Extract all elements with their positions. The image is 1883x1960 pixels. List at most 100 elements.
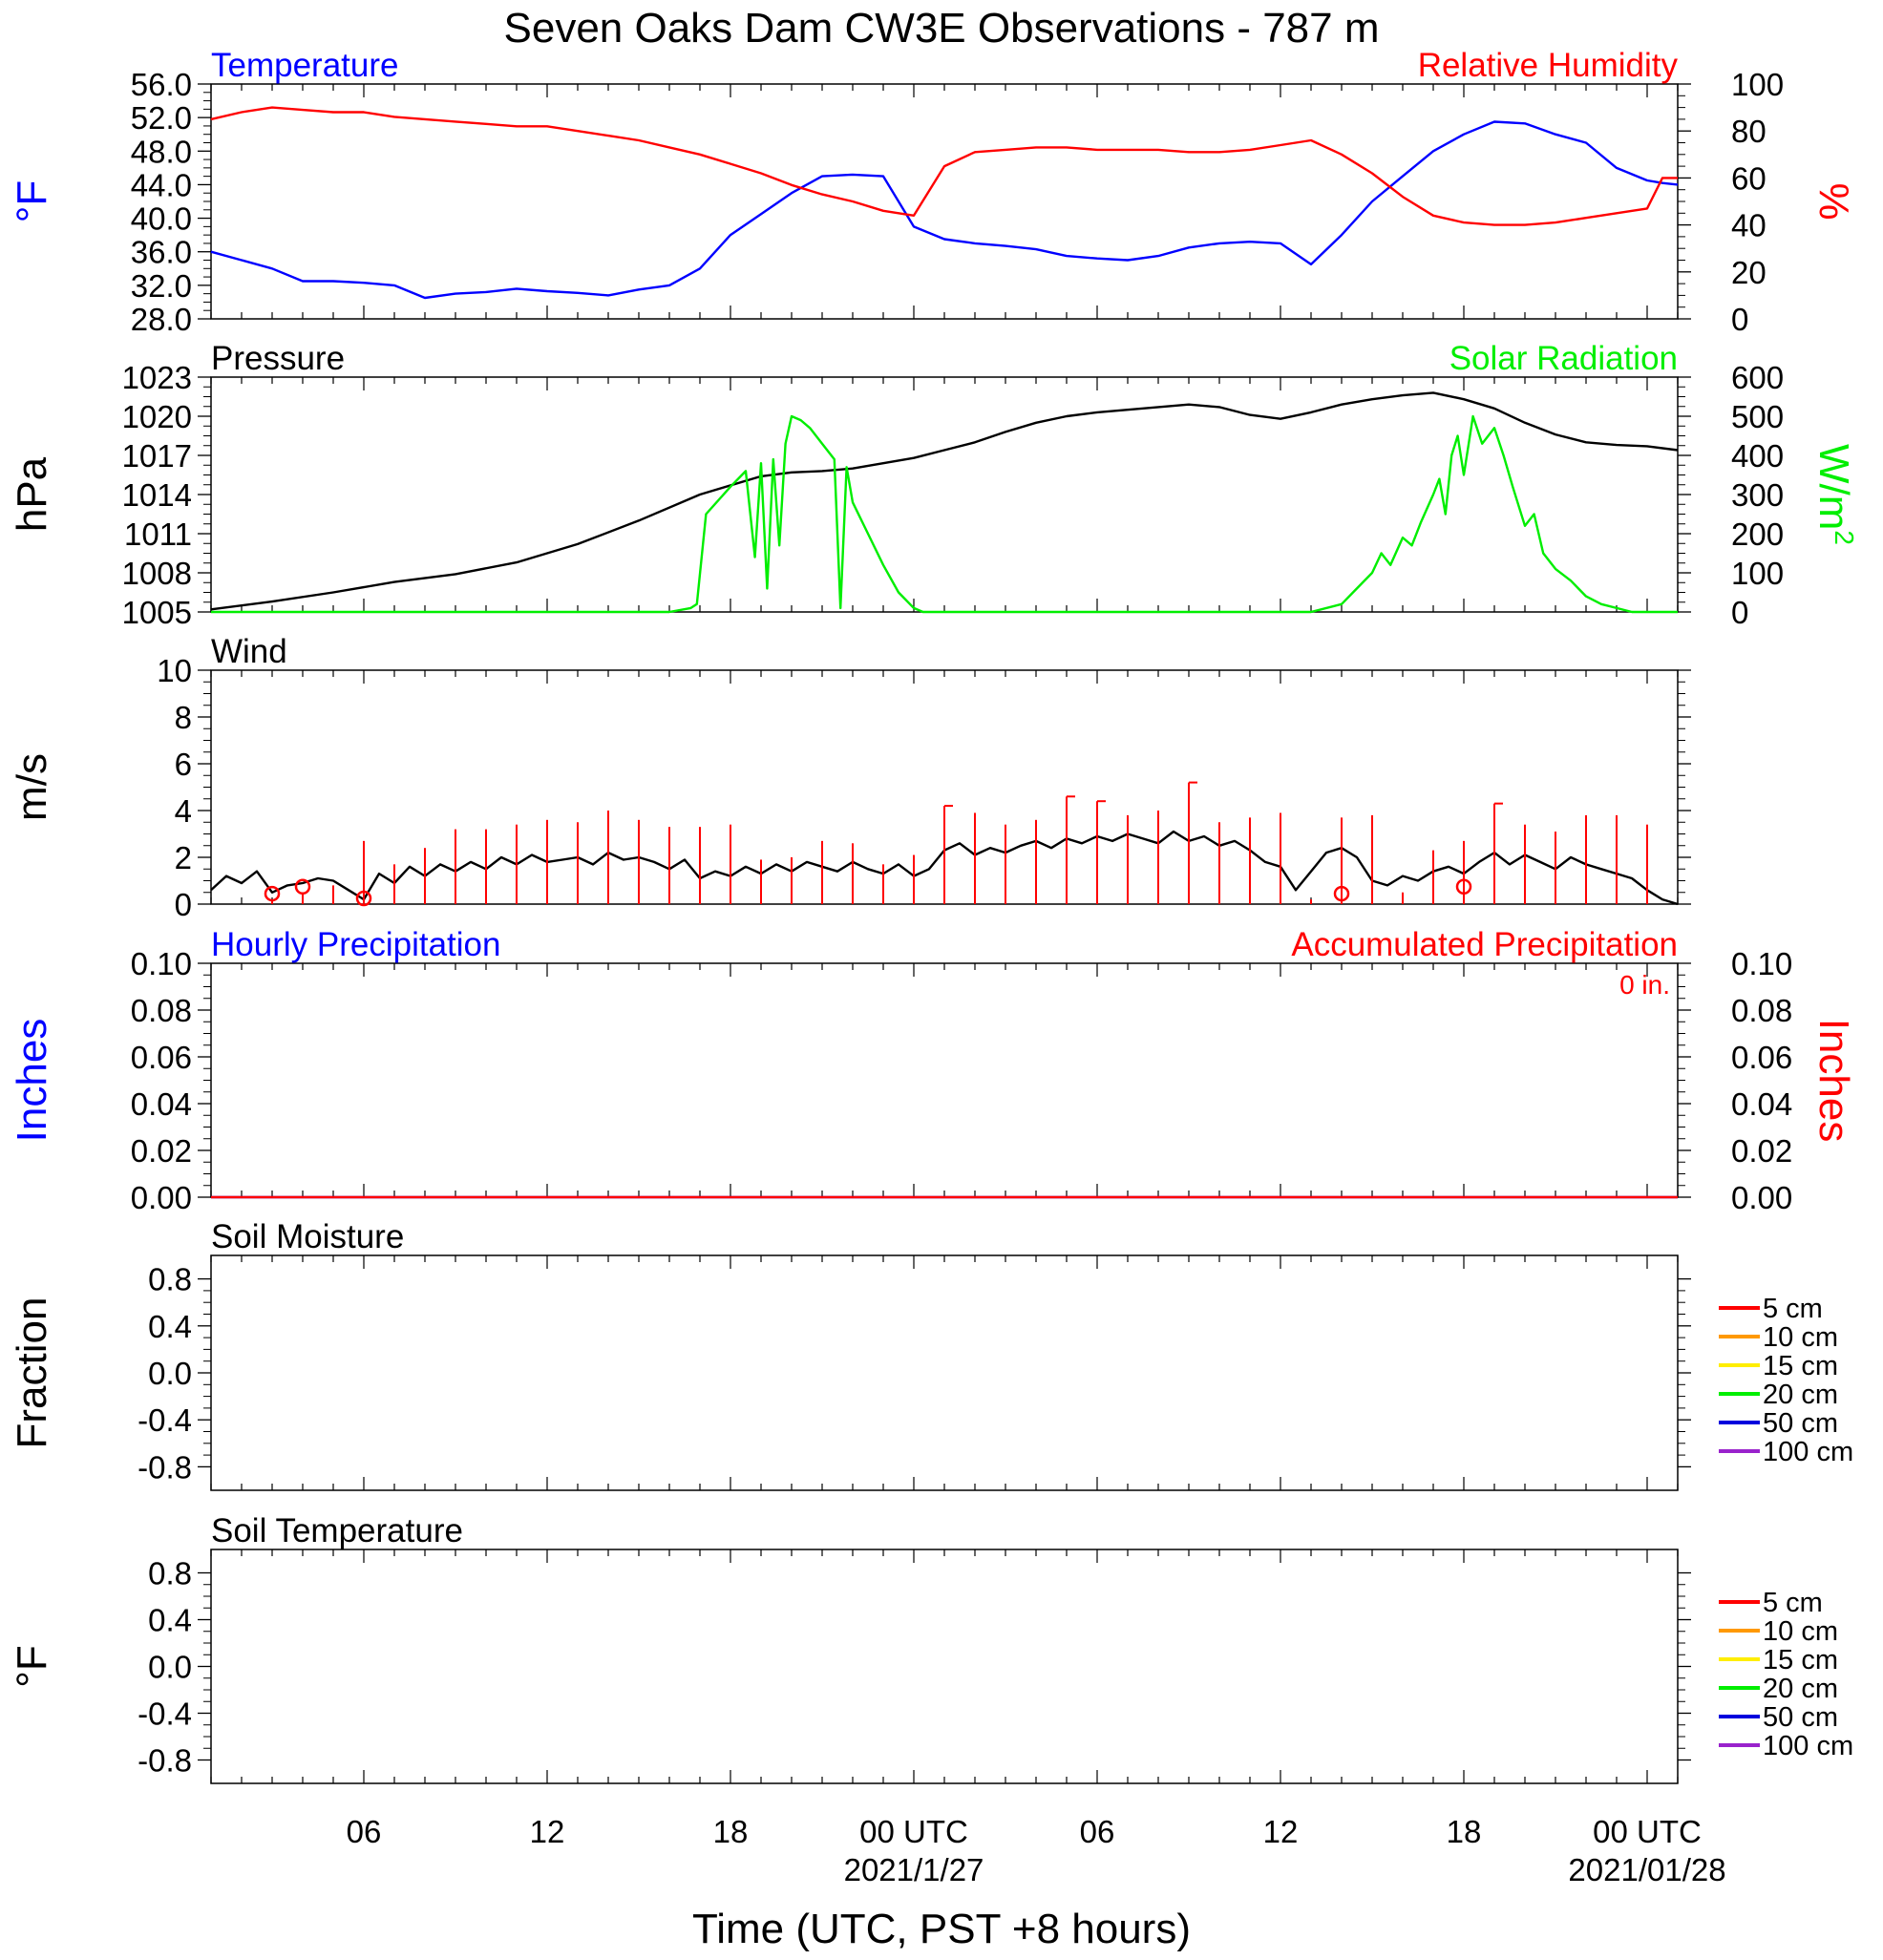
y-axis-label-left: °F <box>9 180 55 222</box>
y-tick-label-left: 48.0 <box>131 134 192 169</box>
y-axis-label-left: hPa <box>9 456 55 532</box>
series-relative-humidity <box>210 106 1678 226</box>
y-tick-label-left: 0.04 <box>131 1086 192 1122</box>
y-tick-label-right: 300 <box>1731 477 1784 513</box>
y-tick-label-right: 0.04 <box>1731 1086 1792 1122</box>
panel-temp-rh: 28.032.036.040.044.048.052.056.0 0 20 40 60 8… <box>9 47 1857 337</box>
y-tick-label-right: 600 <box>1731 360 1784 395</box>
calm-wind-marker <box>264 885 281 902</box>
calm-wind-marker <box>294 878 311 895</box>
x-axis-label: Time (UTC, PST +8 hours) <box>692 1906 1191 1952</box>
y-tick-label-right: 60 <box>1731 160 1767 196</box>
legend-label: 50 cm <box>1763 1408 1838 1439</box>
y-tick-label-left: 0.08 <box>131 993 192 1028</box>
y-tick-label-right: 0.00 <box>1731 1180 1792 1215</box>
calm-wind-marker <box>355 890 372 907</box>
y-tick-label-left: 44.0 <box>131 167 192 202</box>
y-tick-label-left: 0.4 <box>148 1309 192 1344</box>
y-tick-label-left: 0.8 <box>148 1556 192 1591</box>
y-tick-label-left: 0.06 <box>131 1040 192 1075</box>
y-tick-label-right: 100 <box>1731 67 1784 102</box>
legend-label: 20 cm <box>1763 1674 1838 1704</box>
panel-title-left: Soil Temperature <box>211 1512 463 1549</box>
panel-title-right: Solar Radiation <box>1449 340 1678 377</box>
y-tick-label-left: 0.4 <box>148 1603 192 1638</box>
panel-title-left: Pressure <box>211 340 345 377</box>
y-axis-label-left: m/s <box>9 753 55 821</box>
y-tick-label-left: 0 <box>175 887 192 922</box>
y-tick-label-left: -0.8 <box>138 1449 192 1485</box>
y-tick-label-right: 0 <box>1731 595 1748 630</box>
y-tick-label-left: -0.4 <box>138 1697 192 1732</box>
panel-wind: 0 2 4 6 8 10 Wind m/s <box>9 633 1691 922</box>
y-axis-label-right: W/m2 <box>1810 444 1859 545</box>
precip-total-annotation: 0 in. <box>1619 970 1670 1000</box>
y-tick-label-left: 0.00 <box>131 1180 192 1215</box>
y-tick-label-left: 0.10 <box>131 946 192 981</box>
x-tick-label: 12 <box>530 1814 565 1849</box>
y-axis-label-left: Fraction <box>9 1297 55 1449</box>
panel-title-left: Wind <box>211 633 287 670</box>
y-tick-label-left: 1011 <box>124 516 192 552</box>
x-tick-label: 12 <box>1263 1814 1299 1849</box>
y-tick-label-left: 28.0 <box>131 302 192 337</box>
panel-title-right: Relative Humidity <box>1418 47 1679 84</box>
y-tick-label-left: 32.0 <box>131 268 192 304</box>
x-tick-label: 06 <box>347 1814 382 1849</box>
y-tick-label-left: 40.0 <box>131 201 192 237</box>
series-pressure <box>210 391 1679 611</box>
legend-label: 15 cm <box>1763 1351 1838 1381</box>
y-tick-label-left: 1008 <box>122 556 192 591</box>
y-tick-label-left: 2 <box>175 840 192 875</box>
y-tick-label-left: 36.0 <box>131 235 192 270</box>
y-axis-label-right: Inches <box>1810 1019 1857 1143</box>
y-tick-label-left: 1020 <box>122 399 192 434</box>
panel-title-left: Soil Moisture <box>211 1218 404 1255</box>
panel-title-left: Hourly Precipitation <box>211 926 500 963</box>
y-tick-label-left: 8 <box>175 700 192 735</box>
plot-frame <box>210 1254 1679 1491</box>
y-tick-label-right: 0.02 <box>1731 1133 1792 1169</box>
y-tick-label-right: 0.10 <box>1731 946 1792 981</box>
panel-soil-moisture: -0.8 -0.4 0.0 0.4 0.8 Soil Moisture Fraction 5 … <box>9 1218 1853 1491</box>
y-tick-label-left: 1014 <box>122 477 192 513</box>
plot-frame <box>210 962 1679 1198</box>
y-tick-label-right: 400 <box>1731 438 1784 474</box>
chart-title: Seven Oaks Dam CW3E Observations - 787 m <box>504 5 1380 52</box>
legend-label: 10 cm <box>1763 1616 1838 1647</box>
legend-label: 15 cm <box>1763 1645 1838 1675</box>
y-axis-label-left: Inches <box>9 1019 55 1143</box>
y-tick-label-left: -0.8 <box>138 1743 192 1779</box>
y-tick-label-right: 40 <box>1731 208 1767 243</box>
y-tick-label-right: 500 <box>1731 399 1784 434</box>
y-tick-label-left: 0.0 <box>148 1650 192 1685</box>
x-tick-label: 00 UTC <box>1593 1814 1702 1849</box>
x-tick-label: 18 <box>1447 1814 1482 1849</box>
y-tick-label-right: 0.08 <box>1731 993 1792 1028</box>
y-tick-label-right: 20 <box>1731 255 1767 290</box>
y-tick-label-left: 0.0 <box>148 1356 192 1391</box>
legend-label: 20 cm <box>1763 1380 1838 1410</box>
y-axis-label-left: °F <box>9 1645 55 1687</box>
panels: 28.032.036.040.044.048.052.056.002040608… <box>9 47 1859 1784</box>
calm-wind-marker <box>1455 878 1472 895</box>
y-axis-label-right: % <box>1810 182 1857 220</box>
y-tick-label-left: -0.4 <box>138 1402 192 1438</box>
legend-label: 10 cm <box>1763 1322 1838 1353</box>
y-tick-label-right: 100 <box>1731 556 1784 591</box>
y-tick-label-left: 10 <box>157 653 192 688</box>
legend-label: 50 cm <box>1763 1702 1838 1733</box>
y-tick-label-left: 0.8 <box>148 1262 192 1297</box>
y-tick-label-left: 1017 <box>122 438 192 474</box>
y-tick-label-left: 52.0 <box>131 100 192 136</box>
x-tick-label: 00 UTC <box>859 1814 968 1849</box>
panel-precip: 0.00 0.02 0.04 0.06 0.08 0.10 0.00 0.02 0.04 0.06… <box>9 926 1857 1215</box>
legend-label: 100 cm <box>1763 1437 1853 1467</box>
plot-frame <box>210 1549 1679 1784</box>
series-temperature <box>210 120 1679 300</box>
y-axis-label-right-superscript: 2 <box>1830 530 1859 545</box>
